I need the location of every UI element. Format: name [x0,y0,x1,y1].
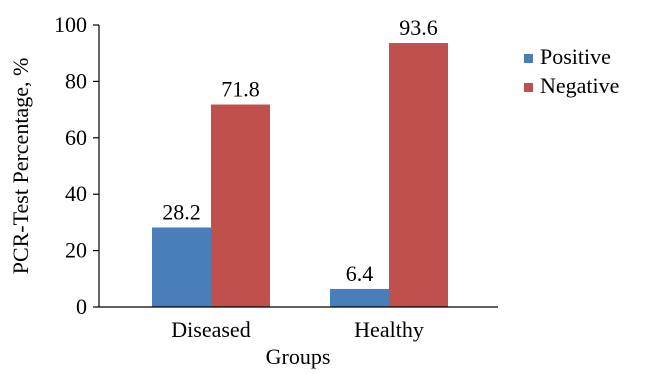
data-label-positive-healthy: 6.4 [346,261,374,286]
y-tick-label-100: 100 [54,12,87,37]
bar-positive-diseased [152,227,211,307]
legend: Positive Negative [524,44,619,98]
x-axis-label: Groups [266,344,331,369]
y-tick-label-60: 60 [65,125,87,150]
data-label-positive-diseased: 28.2 [162,199,201,224]
y-tick-label-0: 0 [76,294,87,319]
data-label-negative-diseased: 71.8 [221,77,260,102]
y-tick-label-20: 20 [65,238,87,263]
legend-swatch-positive [524,54,533,63]
y-tick-label-40: 40 [65,181,87,206]
y-tick-label-80: 80 [65,68,87,93]
x-tick-labels-layer: Diseased Healthy [171,317,424,342]
y-axis-label: PCR-Test Percentage, % [8,58,33,275]
legend-swatch-negative [524,83,533,92]
y-ticks-layer: 0 20 40 60 80 100 [54,12,99,319]
axes-layer [98,25,498,308]
bar-negative-diseased [211,104,270,307]
data-label-negative-healthy: 93.6 [399,15,438,40]
x-tick-label-diseased: Diseased [171,317,250,342]
x-tick-label-healthy: Healthy [354,317,424,342]
bar-negative-healthy [389,43,448,307]
legend-label-positive: Positive [540,44,611,69]
bar-positive-healthy [330,288,389,307]
bars-layer [152,43,448,307]
data-labels-layer: 28.2 71.8 6.4 93.6 [162,15,438,286]
legend-label-negative: Negative [540,73,619,98]
